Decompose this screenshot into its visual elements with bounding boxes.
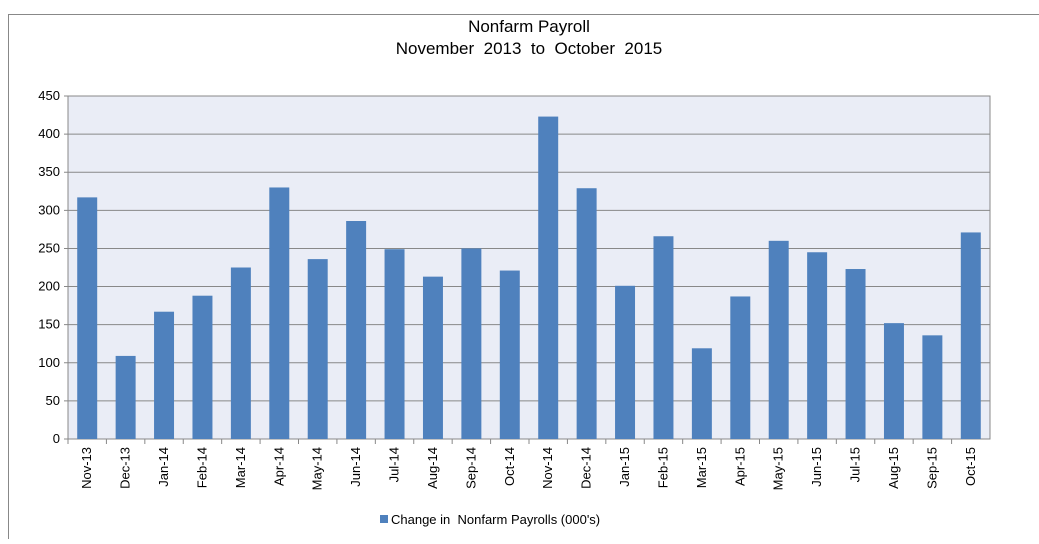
x-tick-label: Sep-14 [463,447,478,489]
chart-subtitle: November 2013 to October 2015 [396,39,663,58]
bar [577,188,597,439]
y-tick-label: 400 [38,126,60,141]
bar [308,259,328,439]
bar [807,252,827,439]
y-tick-label: 0 [53,431,60,446]
bar [846,269,866,439]
bar [77,197,97,439]
bar [884,323,904,439]
x-tick-label: Sep-15 [924,447,939,489]
x-tick-label: Jul-14 [387,447,402,482]
x-tick-label: Oct-15 [963,447,978,486]
x-tick-label: Jul-15 [848,447,863,482]
x-tick-label: Jun-14 [348,447,363,487]
bar [346,221,366,439]
chart-title: Nonfarm Payroll [468,17,590,36]
bar [653,236,673,439]
x-tick-label: Dec-13 [118,447,133,489]
x-tick-label: Dec-14 [579,447,594,489]
x-tick-label: Aug-14 [425,447,440,489]
y-tick-label: 50 [46,393,60,408]
y-tick-label: 150 [38,317,60,332]
y-tick-label: 250 [38,240,60,255]
bar [231,268,251,440]
x-tick-label: Feb-14 [194,447,209,488]
legend-label: Change in Nonfarm Payrolls (000's) [391,512,600,527]
bar [961,232,981,439]
bar [461,248,481,439]
bar [692,348,712,439]
x-tick-label: Nov-13 [79,447,94,489]
bar [423,277,443,439]
bar [769,241,789,439]
x-tick-label: Mar-15 [694,447,709,488]
bar [269,187,289,439]
bar [385,249,405,439]
bar [922,335,942,439]
x-tick-label: Mar-14 [233,447,248,488]
x-tick-label: Jan-14 [156,447,171,487]
x-tick-label: Aug-15 [886,447,901,489]
x-tick-label: Oct-14 [502,447,517,486]
x-tick-label: Apr-14 [271,447,286,486]
x-tick-label: Jan-15 [617,447,632,487]
y-tick-label: 300 [38,202,60,217]
y-tick-label: 350 [38,164,60,179]
x-tick-label: May-15 [771,447,786,490]
y-tick-label: 450 [38,88,60,103]
bar [538,117,558,439]
y-tick-label: 100 [38,355,60,370]
bar [730,296,750,439]
bar [154,312,174,439]
bar [116,356,136,439]
x-tick-label: Nov-14 [540,447,555,489]
y-tick-label: 200 [38,279,60,294]
bar [192,296,212,439]
x-tick-label: Feb-15 [655,447,670,488]
x-tick-label: Jun-15 [809,447,824,487]
legend-swatch [380,515,388,523]
bar [615,286,635,439]
x-tick-label: Apr-15 [732,447,747,486]
x-tick-label: May-14 [310,447,325,490]
bar [500,271,520,439]
